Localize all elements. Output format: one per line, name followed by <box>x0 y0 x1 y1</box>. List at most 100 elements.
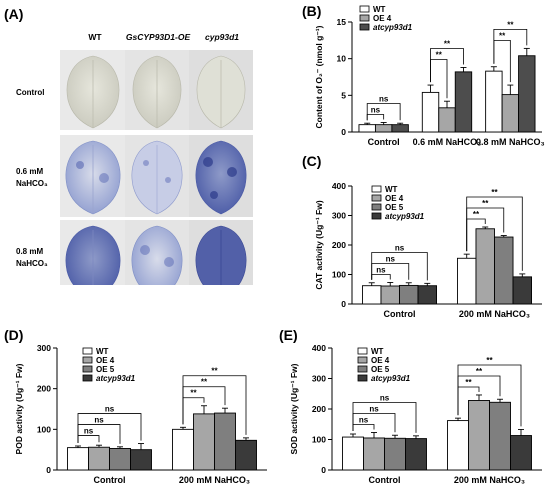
x-category-label: 200 mM NaHCO₃ <box>179 475 250 485</box>
significance-bracket <box>77 435 100 444</box>
legend-swatch <box>371 203 382 211</box>
significance-bracket <box>77 413 142 444</box>
chart-panel-b: (B) 0 5 10 15 Content of O₂⁻ (nmol g⁻¹) Contro… <box>302 3 545 147</box>
column-label-oe: GsCYP93D1-OE <box>126 32 191 42</box>
x-category-label: 0.6 mM NaHCO₃ <box>413 137 482 147</box>
legend-swatch <box>359 5 370 13</box>
bar <box>475 228 495 305</box>
bar <box>391 124 409 133</box>
significance-label: ns <box>369 404 379 413</box>
chart-panel-c: (C) 0 100 200 300 400 CAT activity (Ug⁻¹ Fw) Co… <box>302 153 542 319</box>
leaf-wt-control <box>66 55 120 129</box>
bar <box>438 107 456 133</box>
y-tick-label: 15 <box>337 17 347 27</box>
significance-bracket <box>371 274 391 280</box>
significance-label: ns <box>105 405 115 414</box>
significance-label: ns <box>371 105 381 114</box>
y-tick-label: 300 <box>312 374 326 384</box>
significance-label: ns <box>376 265 386 274</box>
bar <box>214 412 236 471</box>
bar <box>374 124 393 133</box>
significance-bracket <box>493 28 528 64</box>
bar <box>485 70 503 133</box>
x-category-label: Control <box>368 137 400 147</box>
bar <box>417 285 438 305</box>
bar <box>358 124 376 133</box>
bar <box>130 449 152 471</box>
y-tick-label: 300 <box>332 211 346 221</box>
bar <box>494 236 514 305</box>
legend-label: WT <box>385 185 398 194</box>
significance-label: ** <box>499 31 506 40</box>
y-tick-label: 0 <box>341 127 346 137</box>
legend-swatch <box>82 347 93 355</box>
leaf-oe-06mm <box>131 140 183 215</box>
significance-bracket <box>366 103 401 121</box>
legend-label: OE 5 <box>385 203 404 212</box>
legend-label: OE 5 <box>96 365 115 374</box>
bar <box>501 94 520 133</box>
y-tick-label: 100 <box>312 435 326 445</box>
significance-label: ** <box>465 378 472 387</box>
significance-bracket <box>457 364 522 427</box>
y-tick-label: 0 <box>321 465 326 475</box>
legend-label: atcyp93d1 <box>96 374 136 383</box>
panel-letter: (C) <box>302 153 321 169</box>
y-tick-label: 200 <box>37 384 51 394</box>
bar <box>172 428 194 471</box>
significance-label: ** <box>190 389 197 398</box>
significance-label: ** <box>436 50 443 59</box>
significance-label: ns <box>386 254 396 263</box>
significance-label: ** <box>507 20 514 29</box>
legend-label: WT <box>373 5 386 14</box>
y-tick-label: 0 <box>46 465 51 475</box>
row-label-08-line1: 0.8 mM <box>16 247 43 256</box>
legend-label: atcyp93d1 <box>385 212 425 221</box>
legend-label: OE 4 <box>373 14 392 23</box>
significance-label: ns <box>359 415 369 424</box>
y-tick-label: 10 <box>337 54 347 64</box>
legend-label: OE 5 <box>371 365 390 374</box>
legend-label: OE 4 <box>385 194 404 203</box>
significance-label: ns <box>84 427 94 436</box>
y-tick-label: 5 <box>341 90 346 100</box>
bar <box>468 400 490 471</box>
legend-swatch <box>371 185 382 193</box>
legend-swatch <box>357 374 368 382</box>
legend-swatch <box>357 356 368 364</box>
legend-label: OE 4 <box>371 356 390 365</box>
row-label-control: Control <box>16 88 44 97</box>
bar <box>421 91 440 133</box>
y-axis-label: Content of O₂⁻ (nmol g⁻¹) <box>314 25 324 128</box>
bar <box>456 257 477 305</box>
chart-panel-e: (E) 0 100 200 300 400 SOD activity (Ug⁻¹ Fw) Co… <box>279 327 542 485</box>
y-axis-label: SOD activity (Ug⁻¹ Fw) <box>289 363 299 454</box>
significance-bracket <box>366 114 385 121</box>
bar <box>489 401 511 471</box>
bar <box>235 439 257 471</box>
significance-label: ** <box>201 378 208 387</box>
legend-label: OE 4 <box>96 356 115 365</box>
significance-label: ** <box>476 367 483 376</box>
significance-label: ns <box>94 416 104 425</box>
bar <box>399 284 419 305</box>
legend-swatch <box>82 374 93 382</box>
panel-letter: (B) <box>302 3 321 19</box>
significance-bracket <box>182 375 247 435</box>
x-category-label: Control <box>94 475 126 485</box>
bar <box>405 438 427 471</box>
panel-letter: (E) <box>279 327 298 343</box>
y-tick-label: 200 <box>312 404 326 414</box>
significance-label: ns <box>395 243 405 252</box>
bar <box>362 285 382 305</box>
x-category-label: 0.8 mM NaHCO₃ <box>476 137 545 147</box>
leaf-photo-grid: (A) WT GsCYP93D1-OE cyp93d1 Control 0.6 … <box>4 6 253 302</box>
bar <box>363 437 385 471</box>
x-category-label: 200 mM NaHCO₃ <box>459 309 530 319</box>
panel-a-letter: (A) <box>4 6 23 22</box>
x-category-label: Control <box>369 475 401 485</box>
bar <box>518 55 536 133</box>
y-tick-label: 400 <box>312 343 326 353</box>
row-label-08-line2: NaHCO₃ <box>16 259 48 268</box>
chart-panel-d: (D) 0 100 200 300 POD activity (Ug⁻¹ Fw) Contr… <box>4 327 267 485</box>
